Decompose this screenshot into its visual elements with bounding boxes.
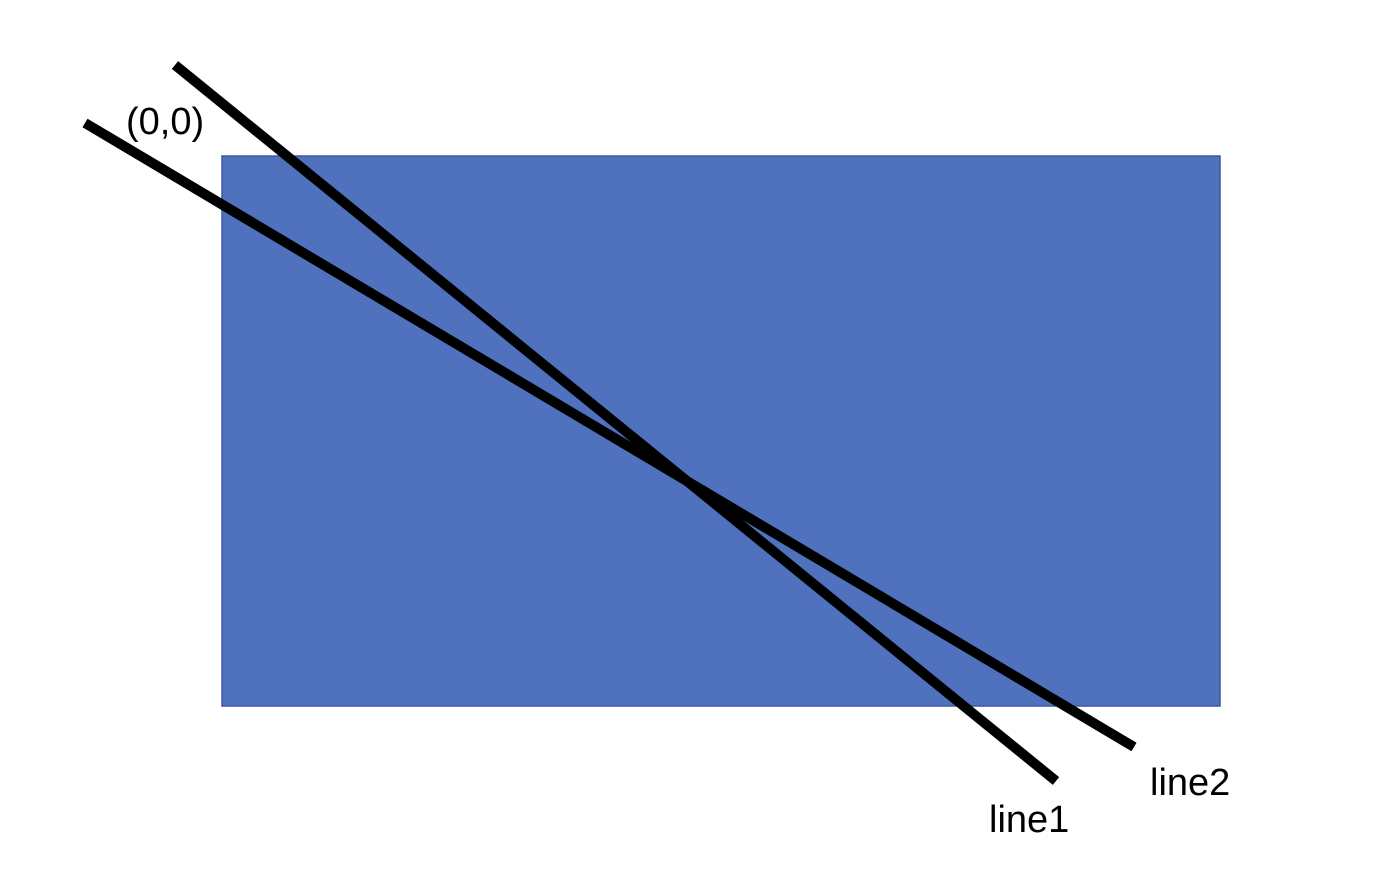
blue-rectangle: [221, 155, 1221, 707]
line1: [171, 61, 1060, 785]
origin-label: (0,0): [126, 101, 204, 143]
line2: [82, 118, 1137, 752]
line2-label: line2: [1150, 762, 1230, 804]
line1-label: line1: [989, 799, 1069, 841]
